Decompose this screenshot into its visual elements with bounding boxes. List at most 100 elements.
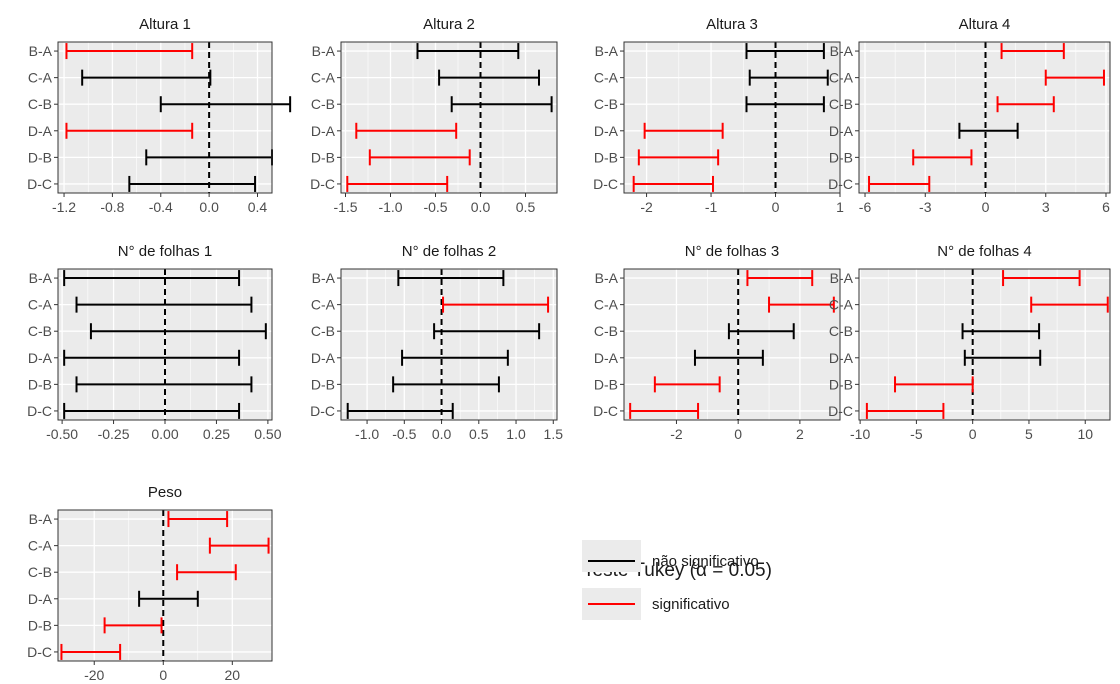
interval-d-a	[963, 349, 1042, 366]
y-tick-label: D-C	[27, 176, 52, 192]
interval-d-c	[865, 402, 945, 419]
interval-d-c	[128, 175, 257, 192]
x-tick-label: -0.5	[392, 426, 416, 442]
panel-border	[623, 41, 841, 194]
y-tick-label: D-B	[311, 376, 335, 392]
interval-c-b	[727, 323, 795, 340]
y-tick-label: D-C	[828, 176, 853, 192]
interval-d-c	[868, 175, 931, 192]
panels-group: Altura 1B-AC-AC-BD-AD-BD-C-1.2 -0.8 -0.4 0.…	[27, 16, 1111, 683]
interval-d-a	[958, 122, 1019, 139]
y-tick-label: D-A	[594, 123, 619, 139]
y-tick-label: D-A	[28, 350, 53, 366]
y-tick-label: C-B	[594, 96, 618, 112]
interval-c-a	[1030, 296, 1109, 313]
x-tick-label: 0.5	[469, 426, 489, 442]
panel-n-de-folhas-1: N° de folhas 1 B-A C-A C-B D-A D-B D-C -0.50 -0.…	[27, 243, 282, 442]
x-tick-label: -0.25	[98, 426, 130, 442]
y-tick-label: D-A	[829, 350, 854, 366]
panel-background	[624, 269, 840, 420]
interval-d-b	[75, 376, 253, 393]
y-tick-label: B-A	[595, 270, 619, 286]
panel-title: N° de folhas 2	[402, 243, 496, 260]
y-tick-label: B-A	[312, 43, 336, 59]
y-tick-label: D-C	[27, 403, 52, 419]
interval-c-b	[961, 323, 1041, 340]
legend-key-bg-not-significant	[582, 540, 641, 572]
y-tick-label: C-A	[311, 70, 336, 86]
interval-c-a	[748, 69, 829, 86]
legend-label-not-significant: não significativo	[652, 553, 759, 570]
interval-b-a	[745, 43, 825, 60]
panel-title: Peso	[148, 484, 182, 501]
x-tick-label: -10	[850, 426, 870, 442]
panel-title: Altura 3	[706, 16, 758, 33]
panel-background	[859, 269, 1110, 420]
interval-d-b	[103, 617, 163, 634]
y-tick-label: B-A	[29, 270, 53, 286]
y-tick-label: D-B	[28, 376, 52, 392]
y-tick-label: C-A	[311, 297, 336, 313]
y-tick-label: D-B	[28, 149, 52, 165]
panel-background	[58, 42, 272, 193]
panel-title: Altura 2	[423, 16, 475, 33]
interval-b-a	[1002, 270, 1081, 287]
panel-border	[858, 268, 1111, 421]
x-tick-label: -1.0	[378, 199, 402, 215]
interval-c-b	[89, 323, 267, 340]
y-tick-label: D-C	[593, 176, 618, 192]
panel-title: Altura 4	[959, 16, 1011, 33]
y-tick-label: D-A	[594, 350, 619, 366]
panel-title: N° de folhas 3	[685, 243, 779, 260]
interval-c-b	[745, 96, 825, 113]
interval-d-b	[912, 149, 973, 166]
panel-background	[341, 42, 557, 193]
panel-border	[340, 268, 558, 421]
x-tick-label: 0	[734, 426, 742, 442]
x-tick-label: 20	[225, 667, 241, 683]
y-tick-label: D-A	[311, 123, 336, 139]
panel-background	[624, 42, 840, 193]
x-tick-label: 0.5	[516, 199, 536, 215]
interval-b-a	[63, 270, 241, 287]
y-tick-label: B-A	[312, 270, 336, 286]
interval-b-a	[416, 43, 520, 60]
panel-n-de-folhas-2: N° de folhas 2 B-A C-A C-B D-A D-B D-C -1.0 -0.5…	[310, 243, 563, 442]
interval-d-b	[894, 376, 974, 393]
legend: Teste Tukey (α = 0.05) não significativo…	[582, 540, 772, 620]
y-tick-label: C-B	[28, 96, 52, 112]
y-tick-label: D-A	[28, 591, 53, 607]
panel-title: N° de folhas 1	[118, 243, 212, 260]
interval-d-b	[392, 376, 500, 393]
interval-d-a	[138, 590, 199, 607]
y-tick-label: C-A	[829, 70, 854, 86]
interval-d-c	[632, 175, 714, 192]
interval-d-a	[355, 122, 458, 139]
interval-d-a	[693, 349, 764, 366]
x-tick-label: 6	[1102, 199, 1110, 215]
y-tick-label: D-A	[28, 123, 53, 139]
y-tick-label: D-B	[829, 149, 853, 165]
y-tick-label: D-B	[28, 617, 52, 633]
x-tick-label: 0.00	[151, 426, 178, 442]
interval-d-b	[368, 149, 471, 166]
x-tick-label: 5	[1025, 426, 1033, 442]
panel-border	[623, 268, 841, 421]
panel-border	[858, 41, 1111, 194]
y-tick-label: D-C	[310, 176, 335, 192]
interval-b-a	[746, 270, 814, 287]
y-tick-label: C-B	[311, 96, 335, 112]
x-tick-label: 1	[836, 199, 844, 215]
x-tick-label: -1.0	[355, 426, 379, 442]
x-tick-label: -20	[84, 667, 104, 683]
x-tick-label: -2	[670, 426, 683, 442]
panel-border	[57, 509, 273, 662]
panel-n-de-folhas-4: N° de folhas 4 B-A C-A C-B D-A D-B D-C -10 -5 0 5 1…	[828, 243, 1111, 442]
y-tick-label: C-A	[829, 297, 854, 313]
y-tick-label: C-B	[829, 96, 853, 112]
y-tick-label: D-B	[829, 376, 853, 392]
x-tick-label: 0	[982, 199, 990, 215]
x-tick-label: -0.4	[149, 199, 173, 215]
x-tick-label: 0	[772, 199, 780, 215]
interval-c-a	[81, 69, 212, 86]
